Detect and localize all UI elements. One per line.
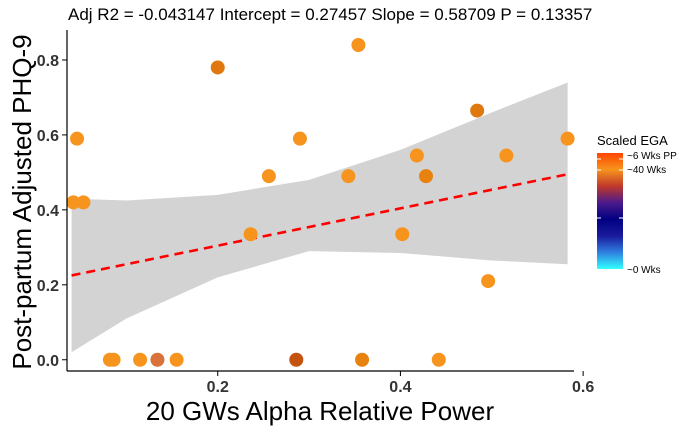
data-point xyxy=(261,169,276,184)
x-tick-label: 0.6 xyxy=(572,379,594,396)
data-point xyxy=(292,131,307,146)
data-point xyxy=(481,274,496,289)
y-ticks: 0.0 0.2 0.4 0.6 0.8 xyxy=(37,53,67,370)
legend-title: Scaled EGA xyxy=(597,133,668,148)
y-tick-label: 0.0 xyxy=(37,353,59,370)
legend-colorbar xyxy=(597,153,623,269)
plot-area xyxy=(66,37,575,367)
chart-title: Adj R2 = -0.043147 Intercept = 0.27457 S… xyxy=(68,5,592,24)
data-point xyxy=(169,352,184,367)
confidence-band xyxy=(71,82,568,353)
y-tick-label: 0.2 xyxy=(37,278,59,295)
data-point xyxy=(341,169,356,184)
y-tick-label: 0.6 xyxy=(37,128,59,145)
y-tick-label: 0.4 xyxy=(37,203,59,220)
data-point xyxy=(431,352,446,367)
data-point xyxy=(289,352,304,367)
legend: Scaled EGA ~6 Wks PP ~40 Wks ~0 Wks xyxy=(597,133,677,276)
data-point xyxy=(133,352,148,367)
data-point xyxy=(560,131,575,146)
x-tick-label: 0.4 xyxy=(389,379,411,396)
data-point xyxy=(499,148,514,163)
data-point xyxy=(150,352,165,367)
data-point xyxy=(76,195,91,210)
regression-line xyxy=(71,172,568,277)
x-ticks: 0.2 0.4 0.6 xyxy=(207,371,594,396)
x-tick-label: 0.2 xyxy=(207,379,229,396)
data-point xyxy=(470,103,485,118)
legend-label-40wks: ~40 Wks xyxy=(627,165,666,176)
data-point xyxy=(210,60,225,75)
data-point xyxy=(66,195,81,210)
legend-label-0wks: ~0 Wks xyxy=(627,265,661,276)
data-point xyxy=(419,169,434,184)
data-point xyxy=(243,227,258,242)
data-point xyxy=(409,148,424,163)
y-axis-label: Post-partum Adjusted PHQ-9 xyxy=(7,34,37,369)
data-point xyxy=(395,227,410,242)
x-axis-label: 20 GWs Alpha Relative Power xyxy=(146,396,495,426)
data-point xyxy=(70,131,85,146)
data-points xyxy=(66,37,575,367)
legend-label-6wks-pp: ~6 Wks PP xyxy=(627,151,677,162)
data-point xyxy=(106,352,121,367)
y-tick-label: 0.8 xyxy=(37,53,59,70)
data-point xyxy=(351,37,366,52)
data-point xyxy=(355,352,370,367)
